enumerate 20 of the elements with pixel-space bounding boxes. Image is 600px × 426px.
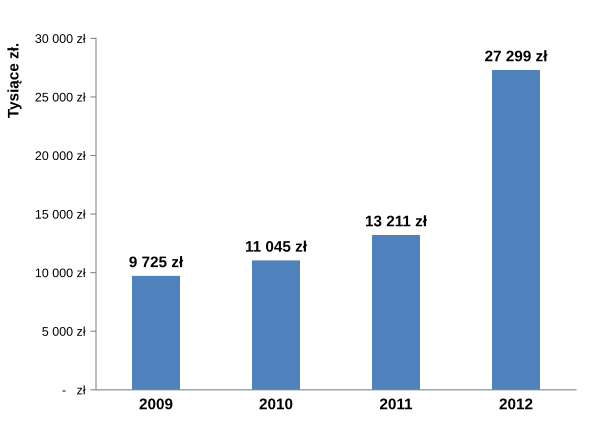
bar — [372, 235, 420, 390]
y-tick-label: 30 000 zł — [35, 34, 86, 43]
data-label: 9 725 zł — [129, 256, 184, 268]
x-tick-label: 2012 — [500, 398, 532, 410]
y-tick-label: 15 000 zł — [36, 210, 86, 219]
bar — [132, 276, 180, 390]
y-tick-label: 5 000 zł — [42, 326, 86, 336]
data-label: 13 211 zł — [366, 215, 427, 226]
y-tick-label: 25 000 zł — [35, 92, 86, 102]
data-label: 11 045 zł — [246, 240, 307, 252]
y-tick-label: 20 000 zł — [35, 150, 86, 160]
y-tick-label: - zł — [62, 385, 86, 394]
bar — [252, 260, 300, 390]
x-tick-label: 2009 — [140, 398, 172, 410]
data-label: 27 299 zł — [485, 50, 548, 62]
bar — [492, 70, 540, 390]
x-tick-label: 2010 — [260, 398, 292, 410]
y-tick-label: 10 000 zł — [36, 268, 86, 278]
x-tick-label: 2011 — [380, 398, 412, 410]
y-axis-title: Tysiące zł. — [7, 44, 22, 118]
